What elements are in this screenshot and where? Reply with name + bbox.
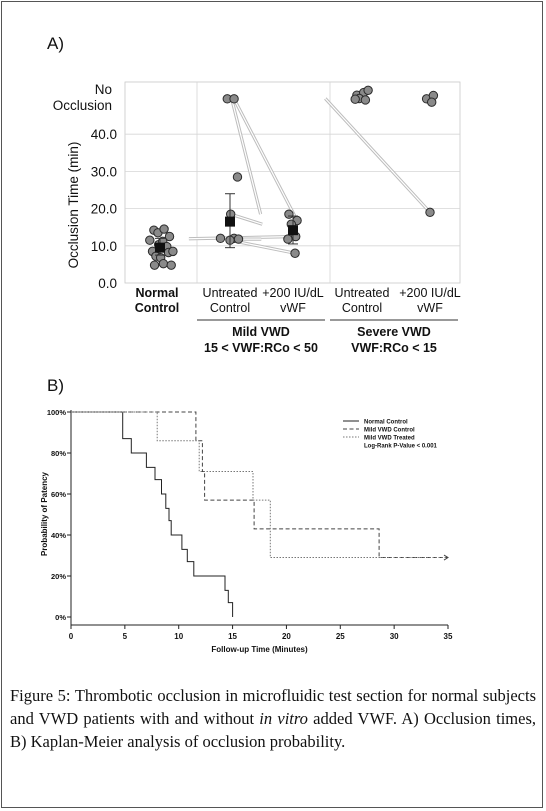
x-tick-label-b: 5	[123, 632, 128, 641]
data-point-normal-control	[145, 235, 155, 245]
y-tick-label-a: 40.0	[91, 127, 117, 142]
x-tick-label-b: 30	[390, 632, 399, 641]
data-point-mild-treated	[284, 209, 294, 219]
x-tick-label-b: 15	[228, 632, 237, 641]
figure-caption: Figure 5: Thrombotic occlusion in microf…	[10, 684, 536, 753]
y-tick-label-a: 30.0	[91, 164, 117, 179]
paired-line-inner	[231, 98, 262, 215]
y-axis-label-a: Occlusion Time (min)	[66, 142, 81, 269]
caption-text-1: Thrombotic occlusion in microfluidic tes…	[10, 686, 537, 728]
x-tick-label-b: 0	[69, 632, 74, 641]
km-curve-mild-vwd-control	[71, 411, 448, 558]
km-curve-mild-vwd-treated	[71, 411, 448, 558]
data-point-mild-treated	[290, 248, 300, 258]
category-label-line-2: Control	[135, 301, 179, 315]
data-point-normal-control	[168, 246, 178, 257]
mean-marker	[288, 225, 298, 236]
caption-label: Figure 5:	[10, 686, 71, 705]
category-label-line-2: vWF	[280, 301, 306, 315]
category-label-line-2: Control	[342, 301, 382, 315]
mean-marker	[155, 242, 165, 253]
data-point-severe-untreated	[360, 95, 371, 105]
data-point-severe-treated	[425, 207, 435, 218]
panel-a-label: A)	[47, 34, 64, 53]
data-point-normal-control	[149, 260, 160, 270]
data-point-normal-control	[164, 231, 175, 242]
paired-line-inner	[233, 98, 298, 221]
legend-annotation: Log-Rank P-Value < 0.001	[364, 444, 438, 450]
paired-line-inner	[230, 213, 263, 225]
y-tick-label-a: 20.0	[91, 202, 117, 217]
mean-marker	[225, 216, 235, 227]
data-point-severe-untreated	[363, 85, 373, 96]
data-point-mild-untreated	[229, 94, 239, 104]
data-point-normal-control	[166, 260, 176, 270]
data-point-normal-control	[158, 258, 169, 269]
y-tick-label-b: 0%	[55, 613, 66, 622]
x-axis-label-b: Follow-up Time (Minutes)	[211, 645, 308, 654]
paired-line-inner	[324, 98, 431, 213]
data-point-normal-control	[159, 224, 169, 234]
y-tick-label-a: 0.0	[98, 276, 117, 291]
x-tick-label-b: 10	[174, 632, 183, 641]
x-tick-label-b: 25	[336, 632, 345, 641]
group-name-line-1: Severe VWD	[357, 325, 431, 339]
group-name-line-2: VWF:RCo < 15	[351, 341, 437, 355]
x-tick-label-b: 20	[282, 632, 291, 641]
data-point-mild-untreated	[233, 234, 244, 244]
category-label-line-1: +200 IU/dL	[262, 286, 324, 300]
data-point-mild-untreated	[215, 233, 226, 244]
group-name-line-1: Mild VWD	[232, 325, 290, 339]
caption-text-2: added VWF. A) Occlusion times, B) Kaplan…	[10, 709, 537, 751]
data-point-severe-treated	[427, 97, 437, 107]
data-point-mild-untreated	[232, 172, 243, 182]
category-label-line-1: +200 IU/dL	[399, 286, 461, 300]
category-label-line-1: Untreated	[203, 286, 258, 300]
legend-label: Mild VWD Treated	[364, 436, 415, 442]
category-label-line-2: Control	[210, 301, 250, 315]
panel-b-label: B)	[47, 376, 64, 395]
y-tick-label-b: 80%	[51, 449, 66, 458]
legend-label: Mild VWD Control	[364, 428, 415, 434]
category-label-line-1: Normal	[135, 286, 178, 300]
x-tick-label-b: 35	[444, 632, 453, 641]
censor-marker	[443, 554, 449, 561]
legend-label: Normal Control	[364, 420, 408, 426]
top-label-line-1: No	[95, 82, 112, 97]
y-tick-label-b: 40%	[51, 531, 66, 540]
y-tick-label-a: 10.0	[91, 239, 117, 254]
data-point-mild-treated	[283, 234, 293, 244]
km-curve-normal-control	[71, 411, 234, 617]
y-axis-label-b: Probability of Patency	[40, 471, 49, 556]
data-point-severe-untreated	[350, 94, 360, 104]
y-tick-label-b: 60%	[51, 490, 66, 499]
top-label-line-2: Occlusion	[53, 98, 112, 113]
y-tick-label-b: 100%	[47, 408, 67, 417]
group-name-line-2: 15 < VWF:RCo < 50	[204, 341, 318, 355]
category-label-line-1: Untreated	[335, 286, 390, 300]
caption-italic: in vitro	[259, 709, 308, 728]
y-tick-label-b: 20%	[51, 572, 66, 581]
category-label-line-2: vWF	[417, 301, 443, 315]
